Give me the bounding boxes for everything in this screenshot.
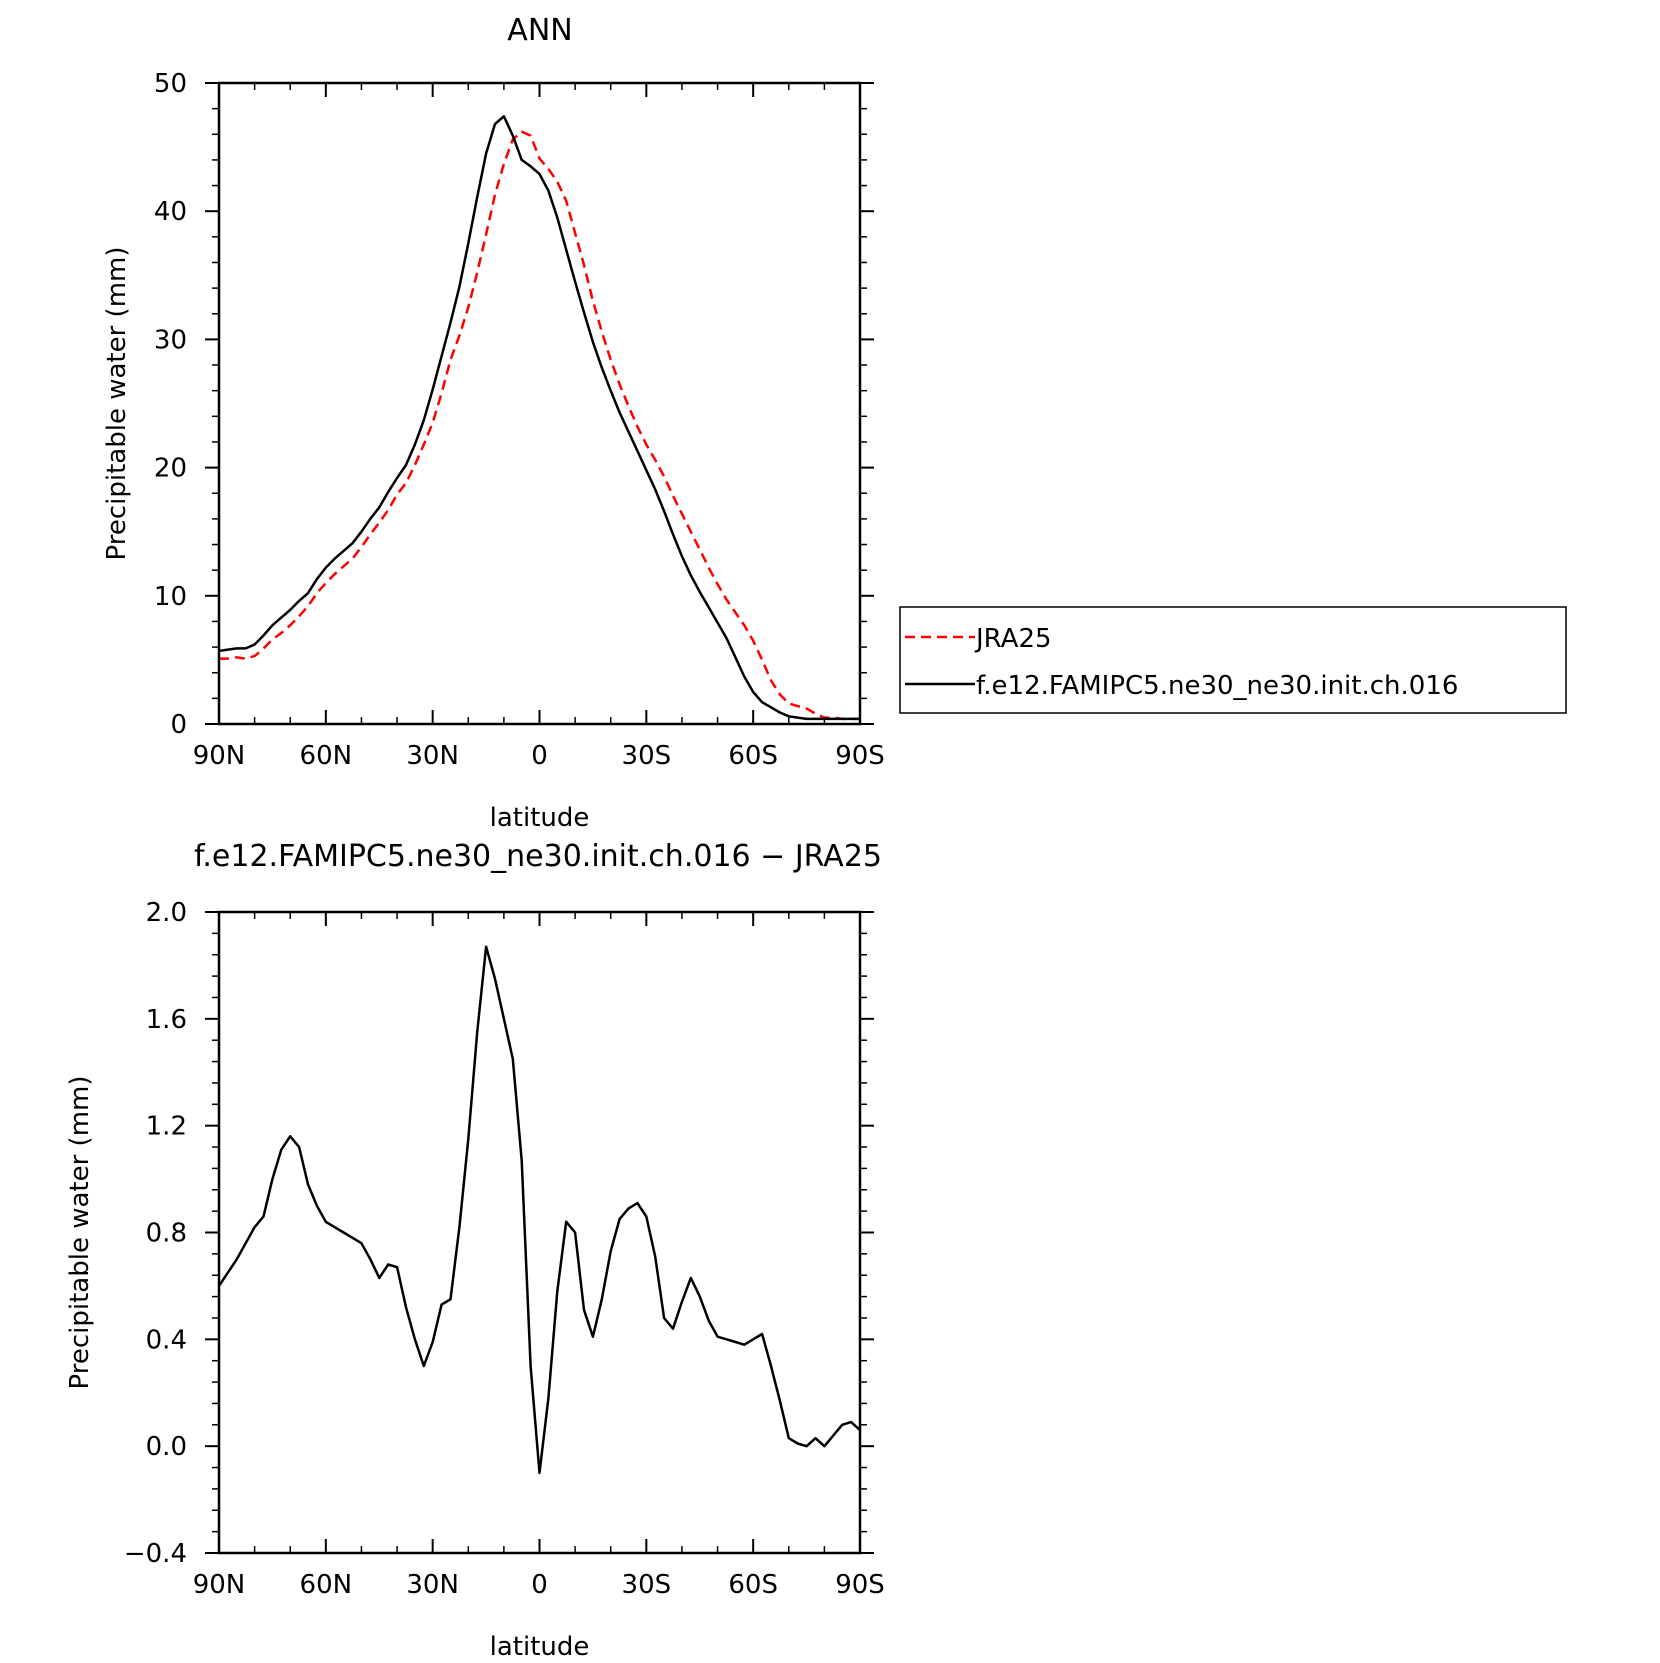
top-chart-series-line-1 xyxy=(218,115,860,721)
bottom-chart: f.e12.FAMIPC5.ne30_ne30.init.ch.016 − JR… xyxy=(65,839,885,1662)
legend-box xyxy=(899,606,1567,714)
top-chart-ytick-label: 20 xyxy=(154,454,187,484)
top-chart-xtick-label: 90N xyxy=(193,741,246,771)
top-chart-ytick-label: 0 xyxy=(170,710,187,740)
top-chart-frame xyxy=(217,81,862,726)
bottom-chart-ylabel: Precipitable water (mm) xyxy=(65,1076,95,1390)
bottom-chart-xtick-label: 0 xyxy=(531,1570,548,1600)
bottom-chart-ytick-label: −0.4 xyxy=(124,1539,187,1569)
top-chart-xlabel: latitude xyxy=(490,803,590,833)
bottom-chart-xtick-label: 30N xyxy=(406,1570,459,1600)
bottom-chart-series xyxy=(217,945,861,1475)
top-chart-xtick-label: 30S xyxy=(622,741,672,771)
top-chart-series xyxy=(218,115,860,721)
top-chart-xtick-label: 90S xyxy=(835,741,885,771)
top-chart-xtick-label: 60S xyxy=(728,741,778,771)
bottom-chart-ytick-label: 0.8 xyxy=(146,1219,187,1249)
legend-label-jra25: JRA25 xyxy=(974,624,1052,654)
top-chart-xtick-label: 60N xyxy=(300,741,353,771)
top-chart-title: ANN xyxy=(507,13,572,48)
bottom-chart-ticks: 90N 60N 30N 0 30S 60S 90S −0.4 0.0 0.4 0.8 1.2 1.6 2.… xyxy=(124,898,885,1600)
bottom-chart-xlabel: latitude xyxy=(490,1632,590,1662)
top-chart-ytick-label: 40 xyxy=(154,197,187,227)
bottom-chart-ytick-label: 0.0 xyxy=(146,1432,187,1462)
top-chart-ytick-label: 50 xyxy=(154,69,187,99)
bottom-chart-xtick-label: 60S xyxy=(728,1570,778,1600)
top-chart-series-line-0 xyxy=(219,130,860,721)
legend: JRA25 f.e12.FAMIPC5.ne30_ne30.init.ch.01… xyxy=(899,606,1567,714)
top-chart-ylabel: Precipitable water (mm) xyxy=(102,247,132,561)
bottom-chart-series-line-0 xyxy=(217,945,861,1475)
bottom-chart-ytick-label: 1.6 xyxy=(146,1005,187,1035)
bottom-chart-ytick-label: 0.4 xyxy=(146,1325,187,1355)
bottom-chart-title: f.e12.FAMIPC5.ne30_ne30.init.ch.016 − JR… xyxy=(194,839,882,874)
bottom-chart-xtick-label: 90S xyxy=(835,1570,885,1600)
bottom-chart-xtick-label: 90N xyxy=(193,1570,246,1600)
bottom-chart-ytick-label: 1.2 xyxy=(146,1112,187,1142)
bottom-chart-xtick-label: 30S xyxy=(622,1570,672,1600)
top-chart-ytick-label: 10 xyxy=(154,582,187,612)
top-chart-ytick-label: 30 xyxy=(154,325,187,355)
bottom-chart-xtick-label: 60N xyxy=(300,1570,353,1600)
legend-label-model: f.e12.FAMIPC5.ne30_ne30.init.ch.016 xyxy=(976,671,1458,701)
top-chart-xtick-label: 30N xyxy=(406,741,459,771)
bottom-chart-frame xyxy=(217,910,862,1555)
top-chart-xtick-label: 0 xyxy=(531,741,548,771)
bottom-chart-ytick-label: 2.0 xyxy=(146,898,187,928)
top-chart-ticks: 90N 60N 30N 0 30S 60S 90S 0 10 20 30 40 50 xyxy=(154,69,885,771)
top-chart: ANN 90N 60N 30N 0 30S 60S 90S 0 10 20 30 40 50 latit… xyxy=(102,13,1567,833)
